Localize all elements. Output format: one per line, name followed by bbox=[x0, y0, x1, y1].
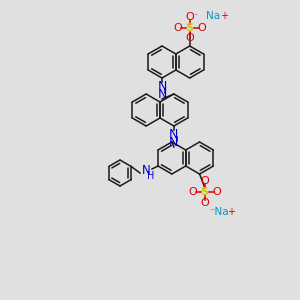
Text: Na: Na bbox=[206, 11, 220, 21]
Text: O: O bbox=[185, 12, 194, 22]
Text: N: N bbox=[157, 88, 167, 101]
Text: ⁻Na: ⁻Na bbox=[210, 207, 229, 217]
Text: O: O bbox=[173, 23, 182, 33]
Text: N: N bbox=[169, 136, 178, 149]
Text: H: H bbox=[147, 171, 155, 181]
Text: +: + bbox=[226, 207, 235, 217]
Text: O: O bbox=[200, 198, 209, 208]
Text: O: O bbox=[185, 33, 194, 43]
Text: +: + bbox=[220, 11, 228, 21]
Text: ⁻: ⁻ bbox=[194, 11, 198, 20]
Text: S: S bbox=[201, 187, 208, 197]
Text: O: O bbox=[188, 187, 197, 197]
Text: N: N bbox=[169, 128, 178, 142]
Text: O: O bbox=[200, 176, 209, 186]
Text: O: O bbox=[197, 23, 206, 33]
Text: S: S bbox=[186, 23, 194, 33]
Text: N: N bbox=[157, 80, 167, 94]
Text: O: O bbox=[212, 187, 221, 197]
Text: N: N bbox=[142, 164, 150, 178]
